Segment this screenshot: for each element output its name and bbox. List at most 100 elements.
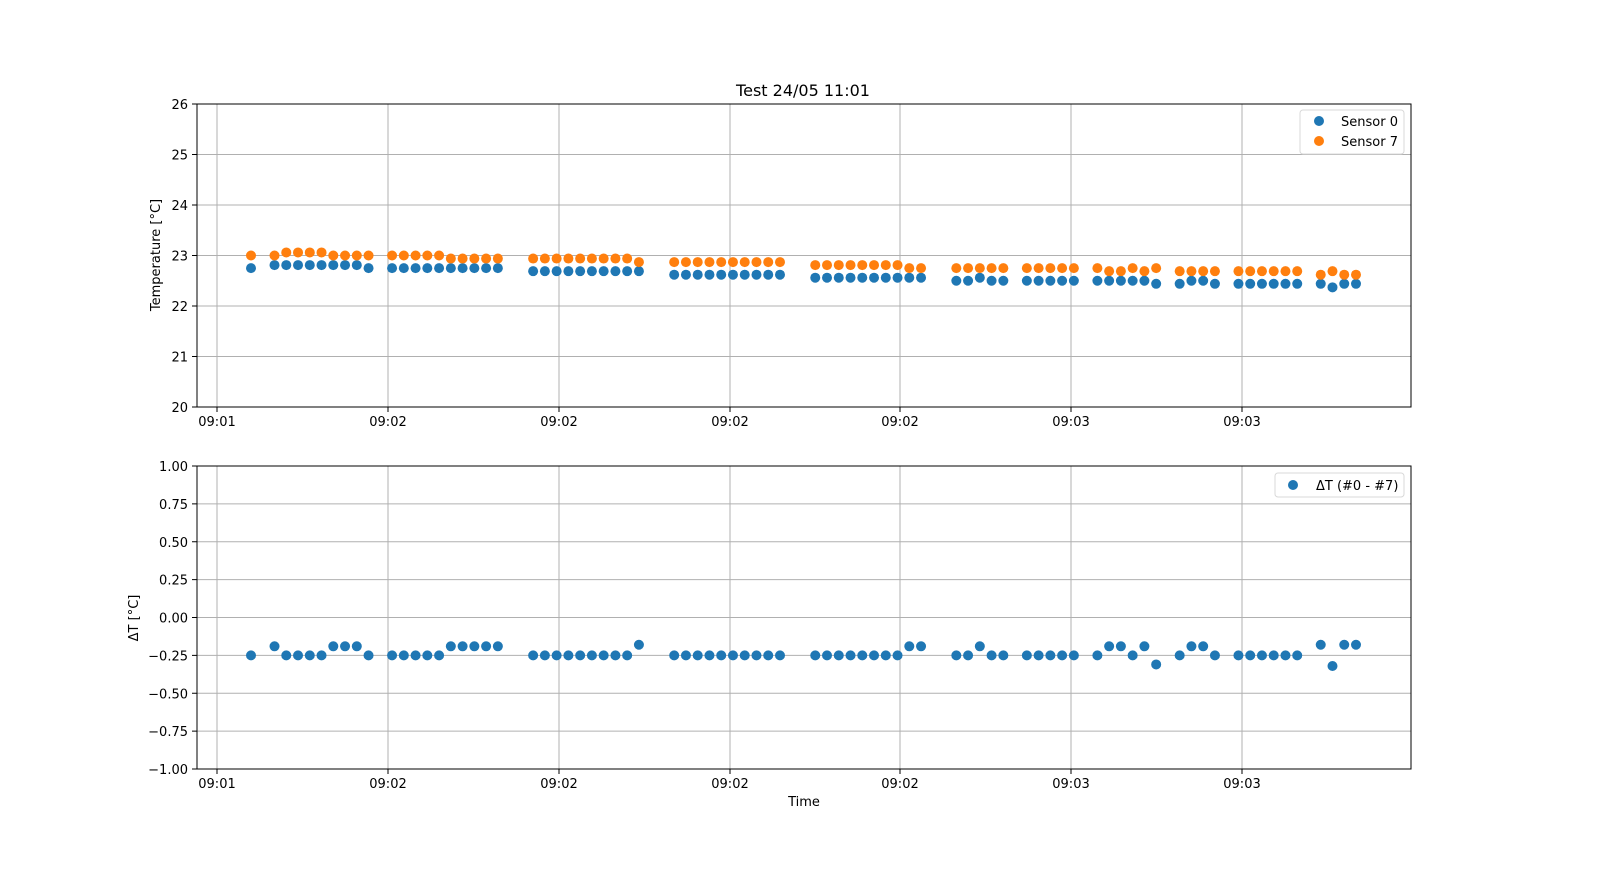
temperature-series-0-point-43 — [845, 272, 856, 283]
temperature-series-1-point-63 — [1127, 263, 1138, 274]
temperature-series-1-point-21 — [539, 253, 550, 264]
temperature-series-0-point-63 — [1127, 275, 1138, 286]
temperature-series-1-point-64 — [1139, 266, 1150, 277]
delta-temperature-series-0-point-74 — [1280, 650, 1291, 661]
temperature-series-1-point-41 — [822, 260, 833, 271]
temperature-series-0-point-19 — [492, 263, 503, 274]
delta-temperature-series-0-point-16 — [457, 641, 468, 652]
temperature-y-tick-label-2: 22 — [171, 300, 188, 315]
legend-marker-sensor-0 — [1314, 116, 1324, 126]
delta-temperature-series-0-point-14 — [434, 650, 445, 661]
temperature-series-1-point-39 — [774, 257, 785, 268]
temperature-series-0-point-71 — [1245, 278, 1256, 289]
delta-temperature-series-0-point-44 — [857, 650, 868, 661]
delta-temperature-series-0-point-45 — [869, 650, 880, 661]
delta-temperature-series-0-point-47 — [892, 650, 903, 661]
temperature-series-0-point-64 — [1139, 275, 1150, 286]
temperature-series-1-point-27 — [610, 253, 621, 264]
temperature-series-0-point-62 — [1115, 275, 1126, 286]
temperature-series-1-point-6 — [328, 250, 339, 261]
delta-temperature-series-0-point-65 — [1151, 659, 1162, 670]
delta-temperature-series-0-point-73 — [1268, 650, 1279, 661]
temperature-x-tick-label-1: 09:02 — [369, 415, 406, 430]
temperature-series-1-point-19 — [492, 253, 503, 264]
delta-temperature-series-0-point-68 — [1198, 641, 1209, 652]
delta-temperature-series-0-point-6 — [328, 641, 339, 652]
delta-temperature-x-axis-title: Time — [787, 795, 820, 810]
delta-temperature-series-0-point-71 — [1245, 650, 1256, 661]
temperature-series-0-point-26 — [598, 266, 609, 277]
delta-temperature-series-0-point-26 — [598, 650, 609, 661]
temperature-series-1-point-26 — [598, 253, 609, 264]
delta-temperature-series-0-point-33 — [704, 650, 715, 661]
delta-temperature-series-0-point-51 — [963, 650, 974, 661]
temperature-series-1-point-48 — [904, 263, 915, 274]
temperature-series-1-point-69 — [1209, 266, 1220, 277]
temperature-series-1-point-61 — [1104, 266, 1115, 277]
delta-temperature-y-tick-label-0: −1.00 — [148, 763, 188, 778]
temperature-series-1-point-29 — [633, 257, 644, 268]
temperature-series-1-point-2 — [281, 247, 292, 258]
delta-temperature-series-0-point-31 — [680, 650, 691, 661]
temperature-series-0-point-69 — [1209, 278, 1220, 289]
temperature-series-0-point-32 — [692, 269, 703, 280]
delta-temperature-series-0-point-43 — [845, 650, 856, 661]
delta-temperature-series-0-point-57 — [1045, 650, 1056, 661]
delta-temperature-series-0-point-66 — [1174, 650, 1185, 661]
delta-temperature-x-tick-label-4: 09:02 — [881, 777, 918, 792]
temperature-series-0-point-20 — [528, 266, 539, 277]
temperature-series-1-point-33 — [704, 257, 715, 268]
temperature-series-0-point-23 — [563, 266, 574, 277]
temperature-series-0-point-21 — [539, 266, 550, 277]
delta-temperature-series-0-point-55 — [1021, 650, 1032, 661]
temperature-series-0-point-39 — [774, 269, 785, 280]
temperature-series-0-point-4 — [304, 260, 315, 271]
delta-temperature-series-0-point-3 — [293, 650, 304, 661]
temperature-series-1-point-50 — [951, 263, 962, 274]
temperature-series-0-point-68 — [1198, 275, 1209, 286]
delta-temperature-series-0-point-40 — [810, 650, 821, 661]
legend-marker-sensor-7 — [1314, 136, 1324, 146]
delta-temperature-series-0-point-2 — [281, 650, 292, 661]
delta-temperature-x-tick-label-1: 09:02 — [369, 777, 406, 792]
delta-temperature-series-0-point-32 — [692, 650, 703, 661]
temperature-series-1-point-60 — [1092, 263, 1103, 274]
delta-temperature-y-tick-label-3: −0.25 — [148, 649, 188, 664]
temperature-series-1-point-20 — [528, 253, 539, 264]
delta-temperature-series-0-point-18 — [481, 641, 492, 652]
temperature-series-1-point-24 — [575, 253, 586, 264]
delta-temperature-series-0-point-11 — [398, 650, 409, 661]
delta-temperature-series-0-point-52 — [974, 641, 985, 652]
delta-temperature-series-0-point-61 — [1104, 641, 1115, 652]
temperature-series-0-point-48 — [904, 272, 915, 283]
delta-temperature-series-0-point-67 — [1186, 641, 1197, 652]
temperature-series-0-point-52 — [974, 272, 985, 283]
temperature-legend: Sensor 0 Sensor 7 — [1299, 109, 1405, 155]
temperature-series-0-point-33 — [704, 269, 715, 280]
temperature-series-0-point-61 — [1104, 275, 1115, 286]
temperature-series-1-point-16 — [457, 253, 468, 264]
temperature-series-1-point-78 — [1339, 269, 1350, 280]
temperature-series-0-point-10 — [387, 263, 398, 274]
delta-temperature-series-0-point-77 — [1327, 660, 1338, 671]
temperature-series-0-point-54 — [998, 275, 1009, 286]
chart-title: Test 24/05 11:01 — [735, 81, 870, 100]
temperature-series-1-point-32 — [692, 257, 703, 268]
delta-temperature-series-0-point-56 — [1033, 650, 1044, 661]
delta-temperature-series-0-point-78 — [1339, 639, 1350, 650]
temperature-series-1-point-18 — [481, 253, 492, 264]
temperature-series-1-point-57 — [1045, 263, 1056, 274]
legend-label-delta-t: ΔT (#0 - #7) — [1316, 479, 1398, 494]
temperature-series-1-point-77 — [1327, 266, 1338, 277]
delta-temperature-series-0-point-41 — [822, 650, 833, 661]
temperature-series-1-point-40 — [810, 260, 821, 271]
temperature-chart: 20 21 22 23 24 25 26 09:01 09:02 09:02 09:02 09:02… — [149, 98, 1412, 430]
temperature-x-ticks: 09:01 09:02 09:02 09:02 09:02 09:03 09:03 — [198, 407, 1261, 430]
delta-temperature-series-0-point-12 — [410, 650, 421, 661]
delta-temperature-x-tick-label-5: 09:03 — [1052, 777, 1089, 792]
temperature-series-0-point-18 — [481, 263, 492, 274]
temperature-series-1-point-73 — [1268, 266, 1279, 277]
temperature-series-1-point-8 — [351, 250, 362, 261]
temperature-series-1-point-7 — [340, 250, 351, 261]
temperature-series-1-point-51 — [963, 263, 974, 274]
